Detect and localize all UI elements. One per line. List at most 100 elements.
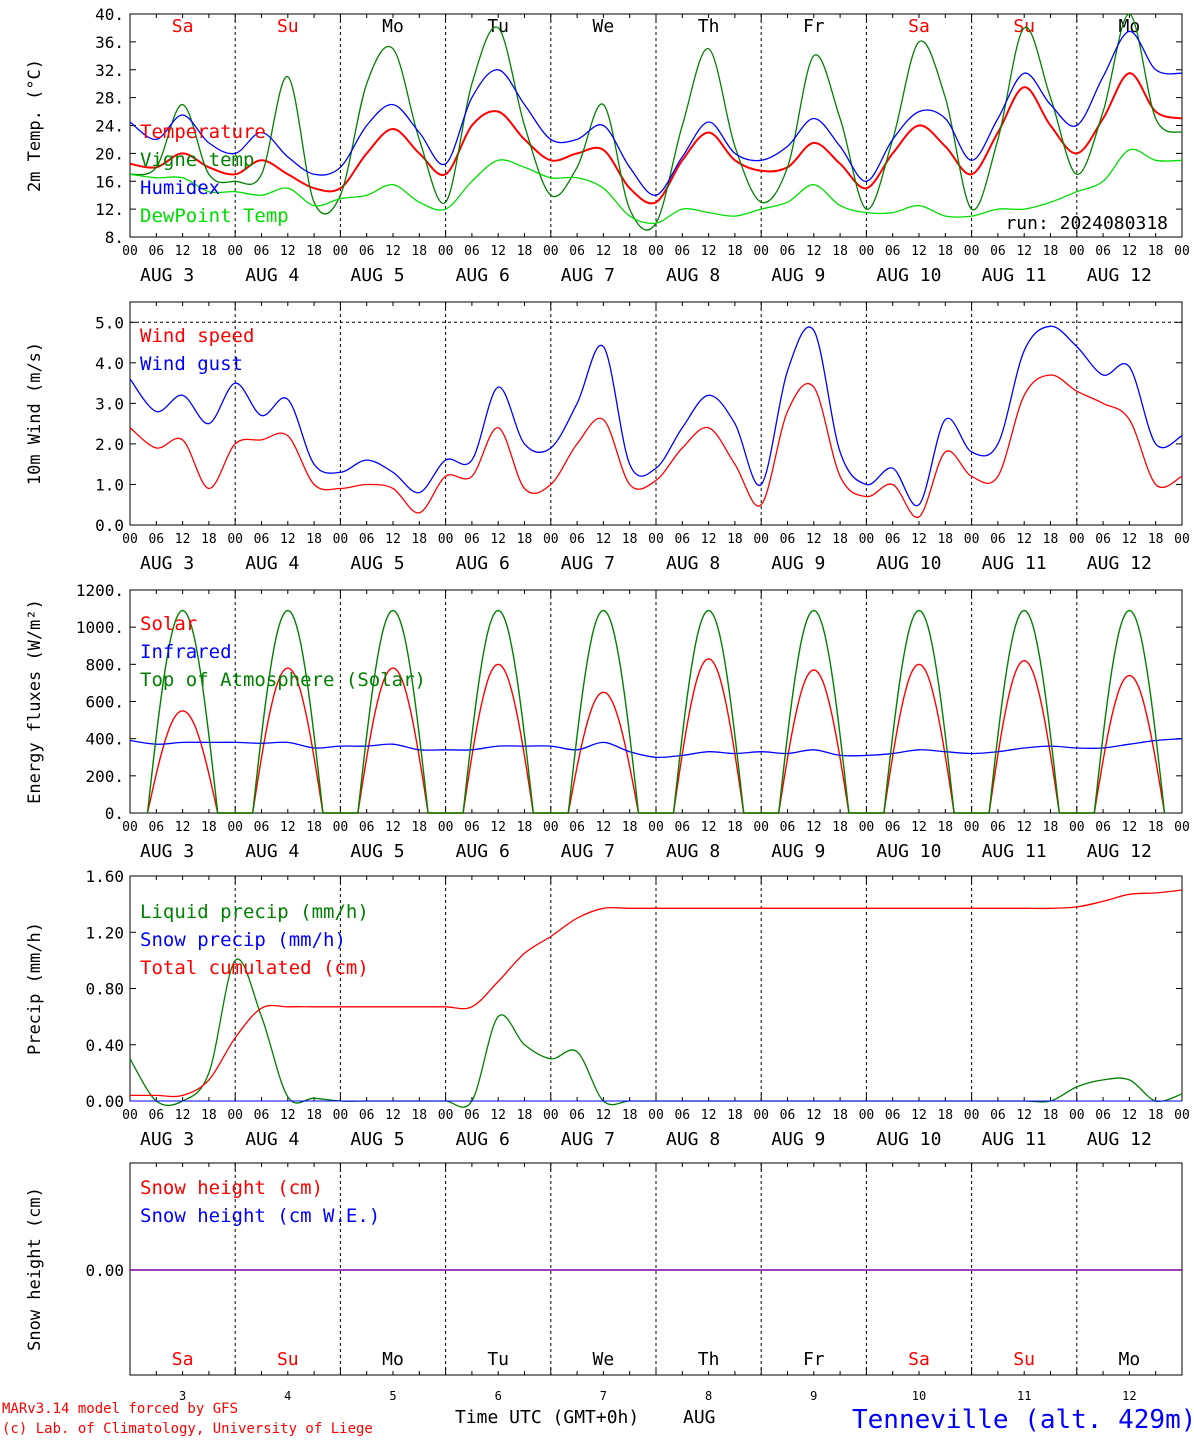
hour-tick-label: 00 — [543, 1108, 559, 1123]
hour-tick-label: 18 — [727, 244, 743, 259]
hour-tick-label: 18 — [1043, 244, 1059, 259]
hour-tick-label: 06 — [1095, 244, 1111, 259]
y-tick-label: 2.0 — [95, 435, 124, 454]
day-label: AUG 7 — [561, 553, 615, 574]
hour-tick-label: 06 — [674, 532, 690, 547]
y-tick-label: 4.0 — [95, 354, 124, 373]
hour-tick-label: 18 — [411, 532, 427, 547]
hour-tick-label: 12 — [806, 244, 822, 259]
weekday-label: Su — [277, 16, 299, 37]
hour-tick-label: 18 — [832, 1108, 848, 1123]
weekday-label: Tu — [487, 16, 509, 37]
day-label: AUG 6 — [456, 553, 510, 574]
legend-entry: Wind speed — [140, 325, 254, 347]
hour-tick-label: 06 — [254, 1108, 270, 1123]
y-tick-label: 3.0 — [95, 394, 124, 413]
legend-entry: Top of Atmosphere (Solar) — [140, 669, 426, 691]
hour-tick-label: 00 — [648, 820, 664, 835]
hour-tick-label: 12 — [175, 244, 191, 259]
hour-tick-label: 18 — [1148, 244, 1164, 259]
series-line — [130, 889, 1183, 1098]
hour-tick-label: 00 — [122, 244, 138, 259]
hour-tick-label: 18 — [517, 820, 533, 835]
day-label: AUG 11 — [982, 841, 1047, 862]
hour-tick-label: 00 — [753, 1108, 769, 1123]
hour-tick-label: 12 — [911, 244, 927, 259]
weekday-label: Su — [277, 1349, 299, 1370]
hour-tick-label: 00 — [753, 820, 769, 835]
hour-tick-label: 06 — [780, 1108, 796, 1123]
hour-tick-label: 06 — [1095, 820, 1111, 835]
hour-tick-label: 18 — [937, 244, 953, 259]
legend-entry: Snow precip (mm/h) — [140, 929, 346, 951]
day-label: AUG 11 — [982, 553, 1047, 574]
hour-tick-label: 06 — [254, 532, 270, 547]
hour-tick-label: 06 — [1095, 1108, 1111, 1123]
hour-tick-label: 00 — [1069, 1108, 1085, 1123]
hour-tick-label: 06 — [990, 532, 1006, 547]
day-label: AUG 7 — [561, 841, 615, 862]
hour-tick-label: 00 — [227, 532, 243, 547]
hour-tick-label: 00 — [1069, 820, 1085, 835]
plot-frame — [129, 13, 1183, 238]
hour-tick-label: 00 — [1174, 532, 1190, 547]
hour-tick-label: 12 — [1122, 244, 1138, 259]
hour-tick-label: 12 — [596, 820, 612, 835]
hour-tick-label: 12 — [490, 1108, 506, 1123]
hour-tick-label: 06 — [464, 1108, 480, 1123]
weekday-label: Sa — [172, 1349, 194, 1370]
hour-tick-label: 12 — [1016, 1108, 1032, 1123]
weekday-label: Th — [698, 16, 720, 37]
day-label: AUG 6 — [456, 841, 510, 862]
hour-tick-label: 00 — [438, 820, 454, 835]
hour-tick-label: 18 — [727, 1108, 743, 1123]
y-axis-label: Snow height (cm) — [25, 1187, 45, 1351]
hour-tick-label: 12 — [596, 1108, 612, 1123]
series-line — [129, 148, 1183, 225]
plot-frame — [129, 589, 1183, 814]
hour-tick-label: 00 — [1174, 820, 1190, 835]
hour-tick-label: 00 — [543, 532, 559, 547]
hour-tick-label: 06 — [885, 244, 901, 259]
hour-tick-label: 18 — [411, 1108, 427, 1123]
plot-frame — [129, 301, 1183, 526]
hour-tick-label: 18 — [201, 532, 217, 547]
day-label: AUG 12 — [1087, 841, 1152, 862]
hour-tick-label: 00 — [859, 532, 875, 547]
hour-tick-label: 00 — [227, 244, 243, 259]
hour-tick-label: 12 — [280, 532, 296, 547]
hour-tick-label: 00 — [1174, 244, 1190, 259]
hour-tick-label: 12 — [385, 532, 401, 547]
legend-entry: DewPoint Temp — [140, 205, 289, 227]
hour-tick-label: 06 — [148, 244, 164, 259]
hour-tick-label: 06 — [254, 244, 270, 259]
day-label: AUG 3 — [140, 553, 194, 574]
hour-tick-label: 06 — [359, 532, 375, 547]
hour-tick-label: 06 — [464, 820, 480, 835]
hour-tick-label: 06 — [569, 244, 585, 259]
hour-tick-label: 12 — [596, 244, 612, 259]
hour-tick-label: 18 — [411, 820, 427, 835]
hour-tick-label: 00 — [1174, 1108, 1190, 1123]
hour-tick-label: 06 — [990, 820, 1006, 835]
hour-tick-label: 12 — [385, 1108, 401, 1123]
hour-tick-label: 00 — [648, 244, 664, 259]
y-tick-label: 1200. — [76, 581, 124, 600]
hour-tick-label: 12 — [280, 820, 296, 835]
day-label: AUG 4 — [245, 1129, 299, 1150]
hour-tick-label: 06 — [990, 244, 1006, 259]
day-label: AUG 7 — [561, 1129, 615, 1150]
hour-tick-label: 12 — [385, 820, 401, 835]
day-label: AUG 9 — [771, 841, 825, 862]
hour-tick-label: 12 — [175, 820, 191, 835]
hour-tick-label: 00 — [648, 532, 664, 547]
hour-tick-label: 06 — [885, 1108, 901, 1123]
hour-tick-label: 00 — [964, 244, 980, 259]
hour-tick-label: 12 — [911, 532, 927, 547]
hour-tick-label: 18 — [306, 244, 322, 259]
y-tick-label: 800. — [85, 655, 124, 674]
hour-tick-label: 18 — [306, 532, 322, 547]
hour-tick-label: 12 — [1016, 820, 1032, 835]
day-label: AUG 6 — [456, 1129, 510, 1150]
hour-tick-label: 12 — [175, 1108, 191, 1123]
